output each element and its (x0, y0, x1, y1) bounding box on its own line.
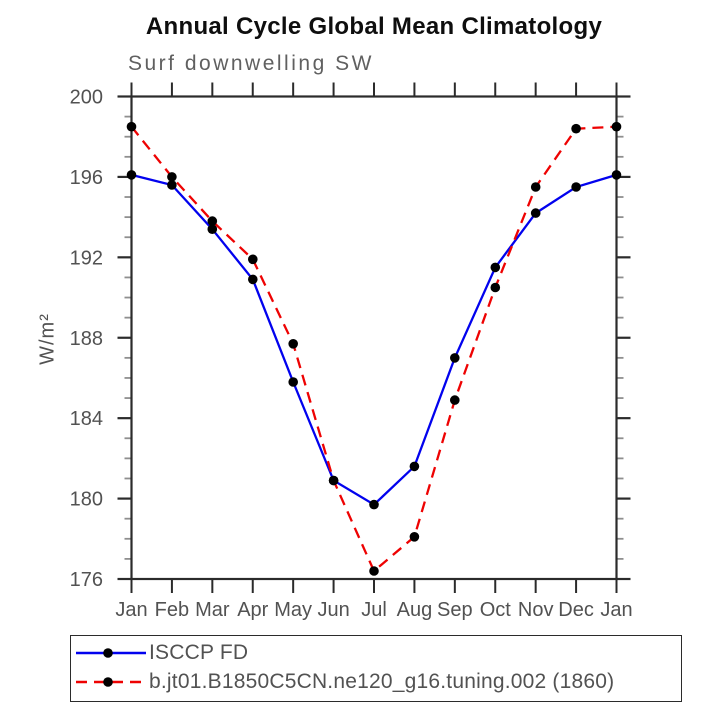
x-tick-label: Nov (518, 599, 554, 621)
x-tick-label: Apr (237, 599, 268, 621)
x-tick-label: Jan (600, 599, 632, 621)
legend-item-isccp-fd: ISCCP FD (71, 638, 681, 667)
data-point-series-0 (571, 182, 581, 192)
y-tick-label: 200 (70, 87, 103, 109)
legend-label-model-run: b.jt01.B1850C5CN.ne120_g16.tuning.002 (1… (149, 669, 615, 693)
data-point-series-1 (167, 172, 177, 182)
legend: ISCCP FD b.jt01.B1850C5CN.ne120_g16.tuni… (70, 635, 682, 702)
data-point-series-0 (207, 224, 218, 234)
x-tick-label: Jun (317, 599, 349, 621)
x-tick-label: Feb (155, 599, 189, 621)
x-tick-label: May (274, 599, 312, 621)
data-point-series-0 (450, 353, 460, 363)
y-tick-label: 176 (70, 569, 103, 591)
data-point-series-1 (288, 339, 299, 349)
data-point-series-0 (369, 499, 379, 510)
data-point-series-1 (490, 282, 501, 293)
data-point-series-1 (450, 395, 460, 405)
legend-label-isccp-fd: ISCCP FD (149, 640, 249, 664)
chart-subtitle: Surf downwelling SW (128, 52, 374, 75)
chart-title: Annual Cycle Global Mean Climatology (145, 13, 603, 40)
x-tick-label: Mar (195, 599, 230, 621)
data-point-series-1 (571, 123, 581, 134)
x-tick-label: Aug (397, 599, 433, 621)
data-point-series-0 (248, 274, 258, 285)
data-point-series-1 (530, 182, 541, 192)
y-tick-label: 192 (70, 247, 103, 269)
y-tick-label: 180 (70, 489, 103, 511)
x-tick-label: Sep (437, 599, 473, 621)
y-tick-label: 184 (70, 408, 103, 430)
data-point-series-1 (126, 121, 137, 132)
legend-item-model-run: b.jt01.B1850C5CN.ne120_g16.tuning.002 (1… (71, 667, 681, 696)
y-tick-label: 188 (70, 328, 103, 350)
x-tick-label: Jan (115, 599, 147, 621)
data-point-series-0 (530, 208, 541, 218)
data-point-series-1 (328, 475, 339, 486)
data-point-series-0 (409, 461, 420, 472)
data-point-series-0 (167, 180, 177, 190)
data-point-series-0 (288, 377, 299, 387)
series-line-0 (131, 173, 617, 507)
plot-box (130, 95, 618, 581)
data-point-series-0 (126, 170, 137, 180)
data-point-series-1 (248, 254, 258, 265)
y-tick-label: 196 (70, 167, 103, 189)
data-point-series-0 (490, 262, 501, 273)
data-point-series-1 (611, 121, 622, 132)
legend-sample-dashed (76, 676, 146, 687)
data-point-series-1 (369, 566, 379, 576)
data-point-series-1 (409, 532, 420, 542)
plot-area: 200 196 192 188 184 180 176 Jan Feb Mar Apr May Jun J… (70, 82, 633, 621)
legend-marker-dot (103, 676, 113, 687)
legend-marker-dot (103, 647, 113, 658)
x-tick-label: Dec (558, 599, 594, 621)
data-point-series-1 (207, 216, 218, 226)
legend-sample-solid (76, 647, 146, 658)
x-tick-label: Jul (361, 599, 387, 621)
data-point-series-0 (611, 170, 622, 180)
x-tick-label: Oct (480, 599, 512, 621)
